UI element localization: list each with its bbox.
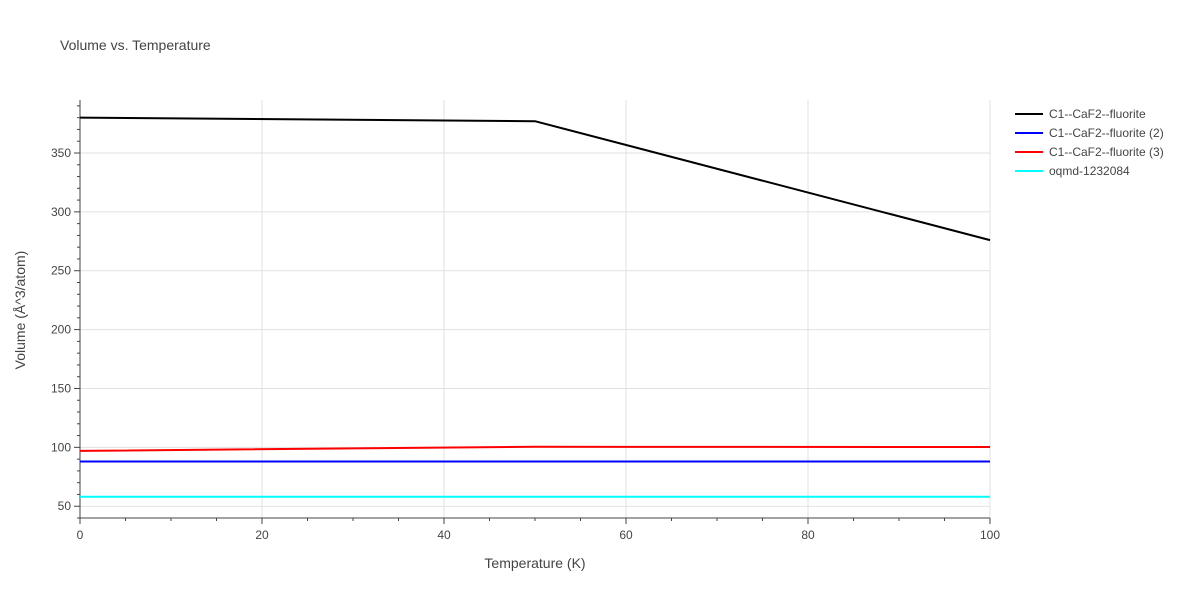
grid-layer xyxy=(80,100,991,518)
y-tick-label: 250 xyxy=(51,264,71,278)
x-tick-label: 60 xyxy=(619,528,633,542)
y-tick-label: 200 xyxy=(51,323,71,337)
legend[interactable]: C1--CaF2--fluorite C1--CaF2--fluorite (2)… xyxy=(1015,107,1164,178)
x-tick-label: 0 xyxy=(77,528,84,542)
chart-title: Volume vs. Temperature xyxy=(60,37,211,53)
y-tick-label: 150 xyxy=(51,381,71,395)
y-tick-label: 100 xyxy=(51,440,71,454)
legend-item[interactable]: C1--CaF2--fluorite (3) xyxy=(1015,145,1164,159)
legend-label: C1--CaF2--fluorite xyxy=(1049,107,1146,121)
y-tick-label: 350 xyxy=(51,146,71,160)
legend-label: C1--CaF2--fluorite (3) xyxy=(1049,145,1164,159)
y-tick-label: 50 xyxy=(58,499,72,513)
axis-layer: 0 20 40 60 80 100 50 100 150 200 250 300 350 xyxy=(51,100,1000,542)
x-tick-label: 40 xyxy=(437,528,451,542)
series-line-1 xyxy=(79,116,991,242)
legend-label: oqmd-1232084 xyxy=(1049,164,1130,178)
y-axis-label: Volume (Å^3/atom) xyxy=(12,251,28,370)
legend-item[interactable]: C1--CaF2--fluorite xyxy=(1015,107,1146,121)
x-tick-label: 20 xyxy=(255,528,269,542)
legend-label: C1--CaF2--fluorite (2) xyxy=(1049,126,1164,140)
x-tick-label: 100 xyxy=(980,528,1000,542)
series-layer xyxy=(79,116,991,498)
y-tick-label: 300 xyxy=(51,205,71,219)
series-line-3 xyxy=(79,445,991,452)
x-axis-label: Temperature (K) xyxy=(484,555,585,571)
legend-item[interactable]: C1--CaF2--fluorite (2) xyxy=(1015,126,1164,140)
x-tick-label: 80 xyxy=(801,528,815,542)
legend-item[interactable]: oqmd-1232084 xyxy=(1015,164,1130,178)
